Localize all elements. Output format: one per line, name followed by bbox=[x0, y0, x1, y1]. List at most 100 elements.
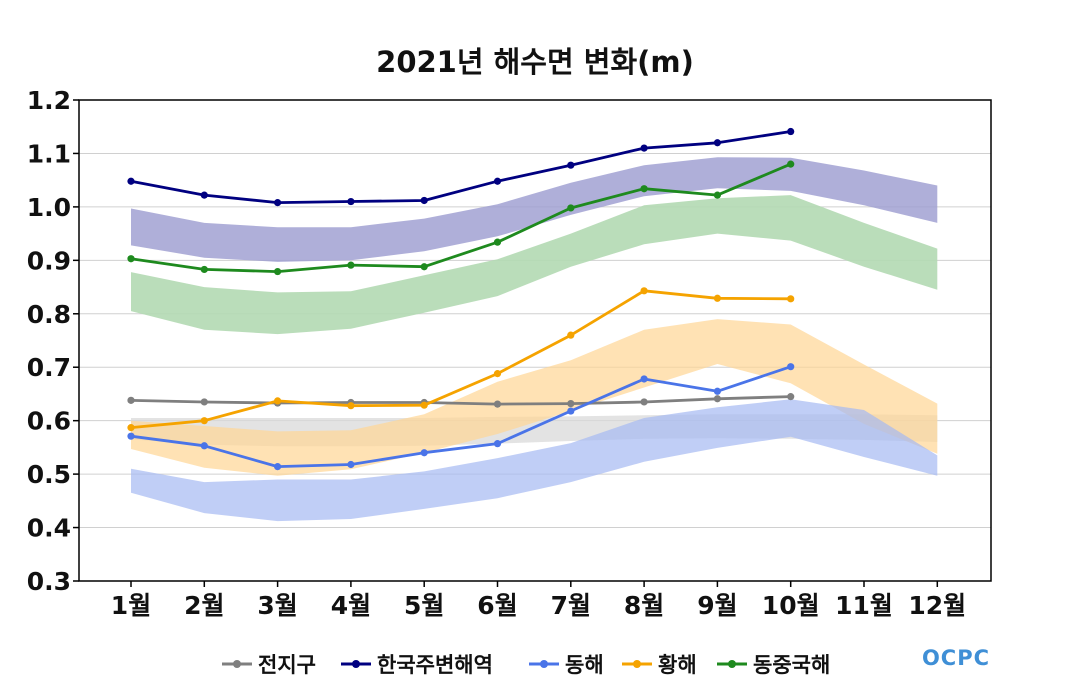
data-point bbox=[200, 417, 208, 425]
range-band bbox=[131, 157, 938, 262]
y-tick-label: 0.7 bbox=[27, 353, 71, 382]
x-tick-label: 8월 bbox=[624, 591, 664, 620]
data-point bbox=[200, 191, 208, 199]
legend-swatch-marker bbox=[352, 660, 360, 668]
data-point bbox=[567, 407, 575, 415]
data-point bbox=[787, 393, 795, 401]
x-tick-label: 12월 bbox=[908, 591, 966, 620]
data-point bbox=[127, 396, 135, 404]
data-point bbox=[127, 424, 135, 432]
data-point bbox=[640, 375, 648, 383]
legend-label: 동중국해 bbox=[753, 653, 830, 677]
x-tick-label: 10월 bbox=[762, 591, 820, 620]
y-axis-ticks: 0.3 0.4 0.5 0.6 0.7 0.8 0.9 1.0 1.1 1.2 bbox=[27, 86, 79, 596]
ocpc-logo: OCPC bbox=[922, 646, 990, 670]
range-band bbox=[131, 399, 938, 522]
y-tick-label: 0.4 bbox=[27, 514, 71, 543]
x-tick-label: 3월 bbox=[257, 591, 297, 620]
series-line bbox=[130, 162, 792, 273]
data-point bbox=[713, 294, 722, 302]
data-point bbox=[493, 440, 502, 448]
data-point bbox=[493, 400, 502, 408]
data-point bbox=[787, 363, 795, 371]
series-line bbox=[130, 130, 791, 204]
x-tick-label: 9월 bbox=[697, 591, 737, 620]
range-band bbox=[131, 195, 938, 335]
legend-label: 전지구 bbox=[258, 653, 316, 677]
y-tick-label: 0.3 bbox=[27, 567, 71, 596]
plot-area-frame bbox=[78, 99, 992, 582]
data-point bbox=[274, 199, 282, 207]
legend-swatch-marker bbox=[233, 660, 241, 668]
x-tick-label: 5월 bbox=[404, 591, 444, 620]
x-axis-ticks: 1월 2월 3월 4월 5월 6월 7월 8월 9월 10월 11월 12월 bbox=[111, 581, 966, 620]
data-point bbox=[713, 387, 722, 395]
legend-item: 황해 bbox=[622, 653, 697, 677]
data-point bbox=[420, 449, 428, 457]
data-point bbox=[420, 263, 428, 271]
x-tick-label: 11월 bbox=[835, 591, 893, 620]
range-bands bbox=[131, 157, 938, 522]
data-point bbox=[713, 395, 722, 403]
series-group bbox=[127, 127, 795, 207]
chart-title: 2021년 해수면 변화(m) bbox=[376, 45, 694, 79]
data-point bbox=[127, 432, 135, 440]
legend-swatch-marker bbox=[633, 660, 641, 668]
x-tick-label: 4월 bbox=[331, 591, 371, 620]
legend-label: 황해 bbox=[658, 653, 697, 677]
range-band bbox=[131, 319, 938, 476]
series-group bbox=[127, 287, 795, 432]
series-line bbox=[130, 289, 791, 429]
data-point bbox=[787, 127, 795, 136]
data-point bbox=[347, 261, 355, 269]
legend-item: 동해 bbox=[529, 653, 604, 677]
data-point bbox=[640, 287, 648, 295]
data-point bbox=[274, 267, 282, 276]
y-tick-label: 1.2 bbox=[27, 86, 71, 115]
y-tick-label: 0.5 bbox=[27, 460, 71, 489]
y-tick-label: 0.6 bbox=[27, 407, 71, 436]
series-line bbox=[130, 365, 792, 468]
x-tick-label: 1월 bbox=[111, 591, 151, 620]
data-point bbox=[127, 255, 135, 263]
data-point bbox=[493, 238, 502, 246]
data-point bbox=[713, 139, 722, 147]
data-point bbox=[347, 197, 355, 206]
x-tick-label: 2월 bbox=[184, 591, 224, 620]
y-tick-label: 1.0 bbox=[27, 193, 71, 222]
data-point bbox=[787, 160, 795, 168]
legend-swatch-marker bbox=[728, 660, 736, 668]
data-point bbox=[200, 442, 208, 450]
series-line bbox=[130, 395, 791, 406]
data-point bbox=[493, 370, 502, 378]
data-point bbox=[567, 331, 575, 339]
data-point bbox=[200, 398, 208, 406]
data-point bbox=[127, 177, 135, 185]
data-point bbox=[567, 204, 575, 212]
data-point bbox=[567, 399, 575, 408]
data-point bbox=[640, 398, 648, 406]
data-point bbox=[787, 295, 795, 303]
data-point bbox=[420, 401, 428, 409]
y-tick-label: 0.8 bbox=[27, 300, 71, 329]
data-point bbox=[640, 185, 648, 193]
y-tick-label: 0.9 bbox=[27, 246, 71, 275]
data-point bbox=[420, 196, 428, 205]
data-point bbox=[274, 463, 282, 471]
data-point bbox=[274, 397, 282, 405]
legend: 전지구 한국주변해역 동해 황해 동중국해 bbox=[222, 653, 830, 677]
legend-label: 동해 bbox=[565, 653, 604, 677]
data-point bbox=[493, 177, 502, 185]
data-point bbox=[567, 161, 575, 169]
legend-swatch-marker bbox=[540, 660, 548, 668]
x-tick-label: 6월 bbox=[477, 591, 517, 620]
y-tick-label: 1.1 bbox=[27, 139, 71, 168]
ocpc-logo-text: OCPC bbox=[922, 646, 990, 670]
legend-label: 한국주변해역 bbox=[377, 653, 493, 677]
series-group bbox=[127, 160, 795, 276]
series-group bbox=[127, 363, 795, 471]
data-point bbox=[347, 460, 355, 469]
legend-item: 한국주변해역 bbox=[341, 653, 493, 677]
legend-item: 전지구 bbox=[222, 653, 316, 677]
